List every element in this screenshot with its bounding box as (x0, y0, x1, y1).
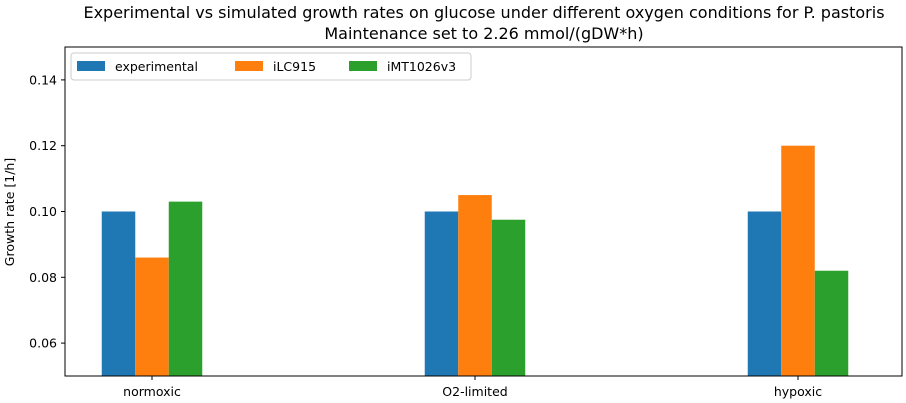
plot-area-frame (64, 46, 903, 377)
bar-iLC915-hypoxic (781, 145, 815, 376)
legend-frame (70, 52, 472, 81)
legend-swatch-iLC915 (235, 61, 263, 71)
legend-swatch-iMT1026v3 (349, 61, 377, 71)
bar-iMT1026v3-normoxic (168, 201, 203, 376)
y-tick-label: 0.08 (29, 270, 57, 285)
y-tick-label: 0.06 (29, 336, 57, 351)
bars-layer (101, 145, 849, 376)
x-tick-label: normoxic (123, 384, 181, 399)
bar-iLC915-O2-limited (458, 195, 492, 376)
chart-subtitle: Maintenance set to 2.26 mmol/(gDW*h) (324, 24, 643, 43)
bar-iMT1026v3-O2-limited (491, 219, 526, 376)
legend-swatch-experimental (77, 61, 105, 71)
bar-experimental-O2-limited (424, 211, 459, 376)
bar-experimental-normoxic (101, 211, 136, 376)
y-tick-label: 0.14 (29, 72, 57, 87)
x-ticks: normoxic O2-limited hypoxic (123, 376, 822, 399)
y-tick-label: 0.12 (29, 138, 57, 153)
bar-iLC915-normoxic (135, 257, 169, 376)
y-axis-label: Growth rate [1/h] (2, 158, 17, 266)
y-ticks: 0.06 0.08 0.10 0.12 0.14 (29, 72, 65, 351)
legend: experimental iLC915 iMT1026v3 (70, 52, 472, 81)
legend-label-experimental: experimental (115, 59, 198, 74)
bar-iMT1026v3-hypoxic (814, 270, 849, 376)
legend-label-iLC915: iLC915 (273, 59, 316, 74)
legend-label-iMT1026v3: iMT1026v3 (387, 59, 456, 74)
bar-experimental-hypoxic (747, 211, 782, 376)
y-tick-label: 0.10 (29, 204, 57, 219)
chart-title: Experimental vs simulated growth rates o… (83, 3, 884, 22)
x-tick-label: O2-limited (442, 384, 507, 399)
x-tick-label: hypoxic (774, 384, 822, 399)
